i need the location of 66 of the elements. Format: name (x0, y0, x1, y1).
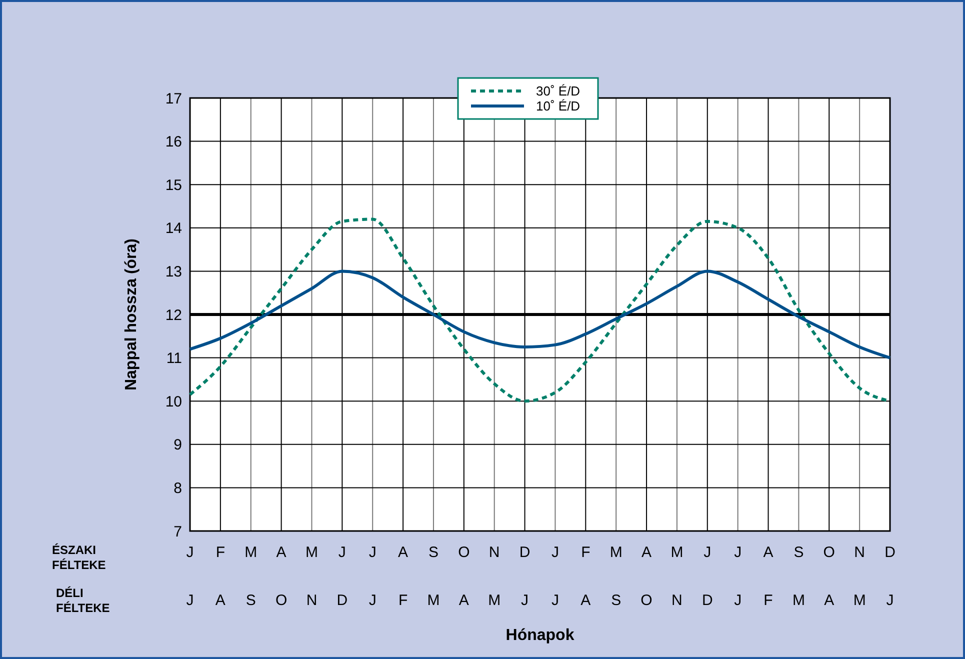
text: D (702, 592, 713, 609)
x-tick-label: O (823, 544, 835, 561)
text: O (640, 592, 652, 609)
x-tick-label: D (519, 544, 530, 561)
text: N (306, 592, 318, 609)
x-tick-label: N (488, 544, 500, 561)
x-tick-label: J (186, 544, 194, 561)
text: O (275, 592, 288, 609)
y-tick-label: 17 (165, 90, 182, 108)
text: F (764, 592, 773, 609)
text: M (488, 592, 501, 609)
x-tick-label: D (884, 544, 896, 561)
line-series (188, 270, 892, 360)
text: J (886, 592, 894, 609)
x-tick-label: M (610, 544, 622, 561)
x-tick-label: F (216, 544, 226, 561)
y-tick-label: 8 (174, 480, 182, 497)
text: S (611, 592, 622, 609)
text: N (672, 592, 682, 609)
y-tick-label: 7 (174, 523, 182, 540)
text: A (824, 592, 834, 609)
x-tick-label: A (763, 544, 774, 561)
y-tick-label: 13 (165, 263, 182, 280)
text: M (792, 592, 805, 609)
x-tick-label: J (704, 544, 712, 561)
text: A (215, 592, 226, 609)
text: D (336, 592, 348, 609)
y-tick-label: 11 (166, 350, 182, 368)
x-tick-label: O (458, 544, 470, 561)
y-tick-label: 16 (165, 134, 182, 151)
legend-label: 10˚ É/D (536, 98, 580, 114)
x-axis-title: Hónapok (506, 627, 574, 644)
text: A (580, 592, 591, 609)
y-tick-label: 15 (165, 176, 182, 194)
x-tick-label: F (581, 544, 590, 561)
text: M (427, 592, 440, 609)
text: F (398, 592, 408, 609)
x-tick-label: J (368, 544, 376, 561)
text: J (551, 592, 559, 609)
y-tick-label: 12 (165, 306, 182, 324)
x-tick-label: A (276, 544, 286, 561)
text: S (246, 592, 256, 609)
x-tick-label: S (428, 544, 438, 561)
y-tick-label: 10 (165, 393, 182, 410)
x-tick-label: J (551, 544, 559, 561)
x-tick-label: A (398, 544, 408, 561)
x-tick-label: S (794, 544, 804, 561)
y-axis-title: Nappal hossza (óra) (123, 238, 140, 391)
x-tick-label: M (244, 544, 258, 561)
x-tick-label: M (670, 544, 684, 561)
text: ÉSZAKI FÉLTEKE (52, 543, 106, 572)
x-tick-label: N (854, 544, 865, 561)
x-tick-label: A (642, 544, 652, 561)
text: J (521, 592, 529, 609)
text: A (458, 592, 469, 609)
y-tick-label: 14 (165, 220, 182, 238)
text: DÉLI FÉLTEKE (56, 586, 110, 615)
x-tick-label: J (734, 544, 742, 561)
x-tick-label: J (338, 544, 346, 561)
text: J (368, 592, 376, 609)
text: M (853, 592, 866, 609)
text: J (186, 592, 194, 609)
text: J (734, 592, 742, 609)
x-tick-label: M (305, 544, 318, 561)
legend-label: 30˚ É/D (536, 84, 580, 99)
y-tick-label: 9 (174, 436, 182, 454)
